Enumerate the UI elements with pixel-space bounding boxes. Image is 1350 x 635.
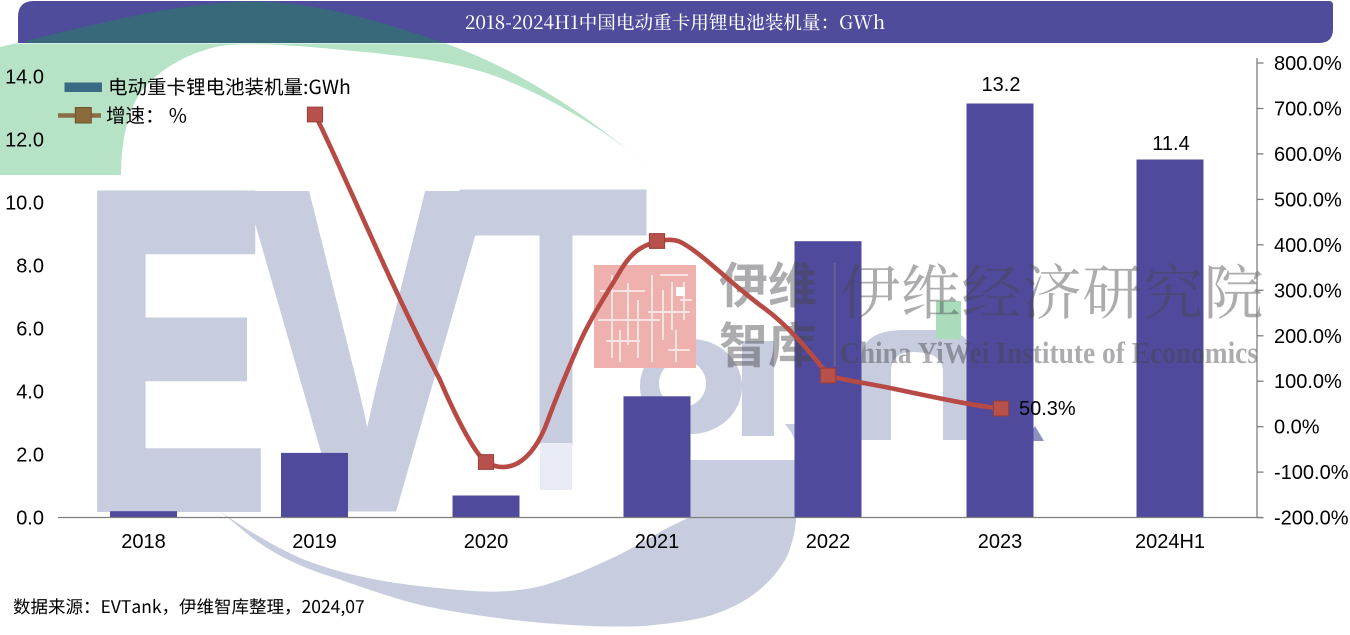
svg-text:2024H1: 2024H1: [1135, 531, 1205, 553]
svg-text:4.0: 4.0: [16, 382, 44, 404]
svg-text:800.0%: 800.0%: [1274, 53, 1342, 75]
svg-text:-100.0%: -100.0%: [1274, 462, 1349, 484]
svg-text:E: E: [83, 101, 267, 600]
svg-text:-200.0%: -200.0%: [1274, 508, 1349, 530]
svg-text:0.0%: 0.0%: [1274, 417, 1320, 439]
svg-text:400.0%: 400.0%: [1274, 235, 1342, 257]
svg-text:2.0: 2.0: [16, 445, 44, 467]
svg-text:100.0%: 100.0%: [1274, 371, 1342, 393]
svg-text:2020: 2020: [464, 531, 509, 553]
svg-text:300.0%: 300.0%: [1274, 280, 1342, 302]
svg-text:V: V: [251, 100, 485, 600]
svg-text:2022: 2022: [806, 531, 851, 553]
svg-text:10.0: 10.0: [5, 193, 44, 215]
svg-text:2023: 2023: [978, 531, 1023, 553]
svg-text:500.0%: 500.0%: [1274, 189, 1342, 211]
svg-text:600.0%: 600.0%: [1274, 144, 1342, 166]
svg-text:8.0: 8.0: [16, 256, 44, 278]
svg-text:13.2: 13.2: [982, 74, 1021, 96]
svg-text:50.3%: 50.3%: [1019, 398, 1076, 420]
svg-text:11.4: 11.4: [1152, 133, 1189, 155]
svg-text:12.0: 12.0: [5, 130, 44, 152]
svg-text:2021: 2021: [635, 531, 680, 553]
svg-text:China YiWei Institute of Econo: China YiWei Institute of Economics: [840, 335, 1258, 370]
svg-text:2018: 2018: [121, 531, 166, 553]
svg-text:6.0: 6.0: [16, 319, 44, 341]
svg-text:0.0: 0.0: [16, 508, 44, 530]
svg-text:14.0: 14.0: [5, 67, 44, 89]
svg-text:2019: 2019: [292, 531, 337, 553]
svg-text:200.0%: 200.0%: [1274, 326, 1342, 348]
svg-text:700.0%: 700.0%: [1274, 99, 1342, 121]
